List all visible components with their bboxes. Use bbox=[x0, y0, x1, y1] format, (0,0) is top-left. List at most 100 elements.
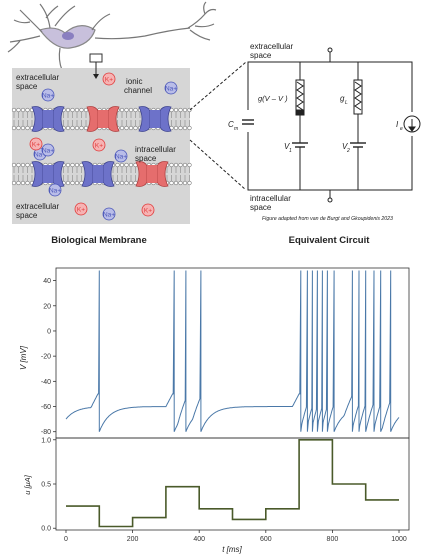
lipid-head bbox=[173, 180, 179, 186]
lipid-head bbox=[11, 180, 17, 186]
lipid-head bbox=[133, 125, 138, 131]
circuit-panel bbox=[242, 47, 421, 203]
lipid-head bbox=[178, 107, 183, 113]
ion-symbol: Na+ bbox=[42, 148, 54, 155]
current-x-tick-label: 1000 bbox=[391, 536, 407, 543]
current-x-label: t [ms] bbox=[222, 545, 242, 554]
extracellular-top-label-line2: space bbox=[16, 82, 38, 91]
current-y-label: u [μA] bbox=[23, 474, 32, 494]
lipid-head bbox=[65, 107, 71, 113]
v2-label: V bbox=[342, 142, 348, 151]
membrane-panel: Na+K+Na+K+Na+ Na+K+Na+K+Na+K+Na+ extracel… bbox=[11, 62, 192, 246]
lipid-head bbox=[133, 107, 138, 113]
v1-subscript: 1 bbox=[289, 148, 292, 154]
lipid-head bbox=[70, 107, 75, 113]
ion-channel-blue bbox=[81, 161, 115, 187]
cm-subscript: m bbox=[234, 126, 238, 132]
membrane-caption: Biological Membrane bbox=[51, 235, 147, 246]
current-x-tick-label: 0 bbox=[64, 536, 68, 543]
lipid-head bbox=[70, 180, 75, 186]
voltage-y-tick-label: -60 bbox=[41, 404, 51, 411]
ion-symbol: K+ bbox=[105, 77, 113, 84]
lipid-head bbox=[65, 162, 71, 168]
ion-channel-blue bbox=[138, 106, 172, 132]
lipid-head bbox=[115, 180, 120, 186]
lipid-head bbox=[11, 107, 17, 113]
ion-symbol: K+ bbox=[32, 142, 40, 149]
zoom-pointer-arrowhead bbox=[93, 74, 99, 79]
ionic-channel-label-line1: ionic bbox=[126, 77, 142, 86]
voltage-y-axis: 40 20 0 -20 -40 -60 -80 bbox=[41, 278, 56, 436]
potassium-ion: K+ bbox=[141, 203, 155, 217]
lipid-head bbox=[178, 125, 183, 131]
ionic-channel-label-line2: channel bbox=[124, 86, 152, 95]
current-axes: 1.0 0.5 0.0 0 200 400 600 800 1000 bbox=[41, 437, 407, 543]
lipid-head bbox=[83, 125, 89, 131]
potassium-ion: K+ bbox=[102, 72, 116, 86]
ion-symbol: Na+ bbox=[42, 93, 54, 100]
lipid-head bbox=[119, 162, 125, 168]
circuit-intracellular-label-line2: space bbox=[250, 203, 272, 212]
lipid-head bbox=[20, 180, 26, 186]
lipid-head bbox=[74, 107, 80, 113]
current-x-tick-label: 400 bbox=[193, 536, 205, 543]
voltage-y-tick-label: -20 bbox=[41, 354, 51, 361]
lipid-head bbox=[182, 180, 188, 186]
ion-symbol: K+ bbox=[144, 208, 152, 215]
lipid-head bbox=[173, 125, 179, 131]
extracellular-top-label-line1: extracellular bbox=[16, 73, 59, 82]
lipid-head bbox=[119, 125, 125, 131]
current-y-tick-label: 1.0 bbox=[41, 437, 51, 444]
lipid-head bbox=[178, 162, 183, 168]
current-chart: 1.0 0.5 0.0 0 200 400 600 800 1000 u [μA] t [ms] bbox=[23, 437, 410, 554]
ion-channel-blue bbox=[31, 106, 65, 132]
ion-symbol: K+ bbox=[77, 207, 85, 214]
lipid-head bbox=[178, 180, 183, 186]
lipid-head bbox=[16, 107, 21, 113]
lipid-head bbox=[182, 162, 188, 168]
sodium-ion: Na+ bbox=[41, 88, 55, 102]
neuron-illustration bbox=[7, 1, 217, 71]
ions: Na+K+Na+K+Na+ Na+K+Na+K+Na+K+Na+ bbox=[29, 72, 178, 221]
lipid-head bbox=[182, 125, 188, 131]
lipid-head bbox=[20, 162, 26, 168]
circuit-intracellular-label-line1: intracellular bbox=[250, 194, 291, 203]
lipid-head bbox=[70, 125, 75, 131]
potassium-ion: K+ bbox=[74, 202, 88, 216]
lipid-head bbox=[25, 107, 30, 113]
ion-channel-red bbox=[135, 161, 169, 187]
lipid-head bbox=[187, 162, 192, 168]
current-x-tick-label: 800 bbox=[327, 536, 339, 543]
current-y-tick-label: 0.5 bbox=[41, 482, 51, 489]
lipid-head bbox=[124, 125, 129, 131]
lipid-head bbox=[65, 180, 71, 186]
lipid-head bbox=[124, 107, 129, 113]
lipid-head bbox=[25, 180, 30, 186]
extracellular-bottom-label-line2: space bbox=[16, 211, 38, 220]
voltage-y-tick-label: 20 bbox=[43, 303, 51, 310]
lipid-head bbox=[83, 107, 89, 113]
lipid-head bbox=[11, 125, 17, 131]
circuit-extracellular-label-line2: space bbox=[250, 51, 272, 60]
g-leak-subscript: L bbox=[345, 100, 348, 106]
circuit-caption: Equivalent Circuit bbox=[289, 235, 371, 246]
current-x-tick-label: 200 bbox=[127, 536, 139, 543]
lipid-head bbox=[16, 180, 21, 186]
lipid-head bbox=[124, 180, 129, 186]
ion-symbol: Na+ bbox=[115, 154, 127, 161]
extracellular-bottom-label-line1: extracellular bbox=[16, 202, 59, 211]
lipid-head bbox=[74, 180, 80, 186]
g-leak-label: g bbox=[340, 94, 345, 103]
voltage-y-label: V [mV] bbox=[19, 345, 28, 370]
circuit-extracellular-label-line1: extracellular bbox=[250, 42, 293, 51]
voltage-y-tick-label: -40 bbox=[41, 379, 51, 386]
sodium-ion: Na+ bbox=[114, 149, 128, 163]
intracellular-label-line1: intracellular bbox=[135, 145, 176, 154]
current-trace bbox=[66, 439, 399, 528]
lipid-head bbox=[128, 180, 134, 186]
lipid-head bbox=[25, 162, 30, 168]
lipid-head bbox=[16, 162, 21, 168]
intracellular-label-line2: space bbox=[135, 154, 157, 163]
sodium-ion: Na+ bbox=[102, 207, 116, 221]
